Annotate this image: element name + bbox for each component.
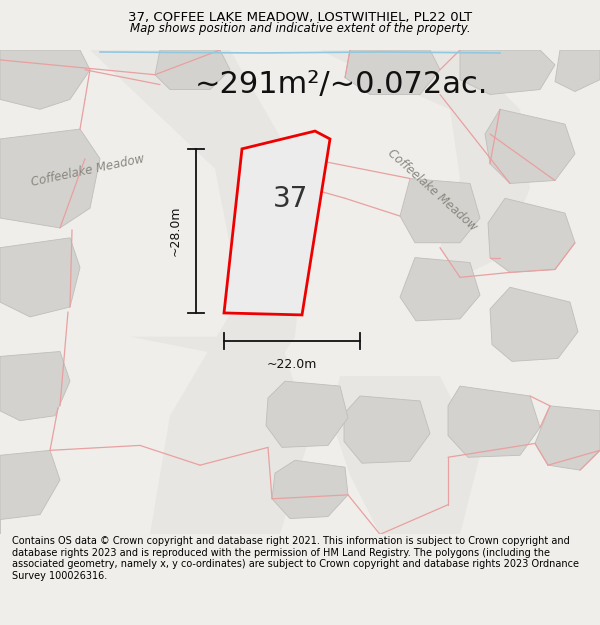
Text: ~291m²/~0.072ac.: ~291m²/~0.072ac.: [195, 71, 488, 99]
Polygon shape: [90, 50, 310, 534]
Polygon shape: [448, 386, 540, 458]
Polygon shape: [155, 50, 230, 89]
Polygon shape: [488, 198, 575, 272]
Polygon shape: [320, 50, 530, 278]
Polygon shape: [555, 50, 600, 91]
Text: Coffeelake Meadow: Coffeelake Meadow: [30, 152, 146, 189]
Polygon shape: [272, 460, 348, 519]
Polygon shape: [0, 50, 90, 109]
Text: ~28.0m: ~28.0m: [169, 206, 182, 256]
Polygon shape: [490, 288, 578, 361]
Text: ~22.0m: ~22.0m: [267, 358, 317, 371]
Polygon shape: [345, 50, 440, 94]
Text: Contains OS data © Crown copyright and database right 2021. This information is : Contains OS data © Crown copyright and d…: [12, 536, 579, 581]
Text: 37, COFFEE LAKE MEADOW, LOSTWITHIEL, PL22 0LT: 37, COFFEE LAKE MEADOW, LOSTWITHIEL, PL2…: [128, 11, 472, 24]
Text: Map shows position and indicative extent of the property.: Map shows position and indicative extent…: [130, 22, 470, 35]
Polygon shape: [535, 406, 600, 470]
Polygon shape: [0, 129, 100, 228]
Polygon shape: [344, 396, 430, 463]
Polygon shape: [330, 376, 480, 534]
Text: 37: 37: [273, 186, 308, 214]
Polygon shape: [400, 258, 480, 321]
Polygon shape: [130, 337, 310, 534]
Polygon shape: [266, 381, 348, 448]
Text: Coffeelake Meadow: Coffeelake Meadow: [385, 147, 479, 234]
Polygon shape: [400, 179, 480, 242]
Polygon shape: [0, 451, 60, 534]
Polygon shape: [0, 351, 70, 421]
Polygon shape: [224, 131, 330, 315]
Polygon shape: [485, 109, 575, 184]
Polygon shape: [460, 50, 555, 94]
Polygon shape: [0, 238, 80, 317]
